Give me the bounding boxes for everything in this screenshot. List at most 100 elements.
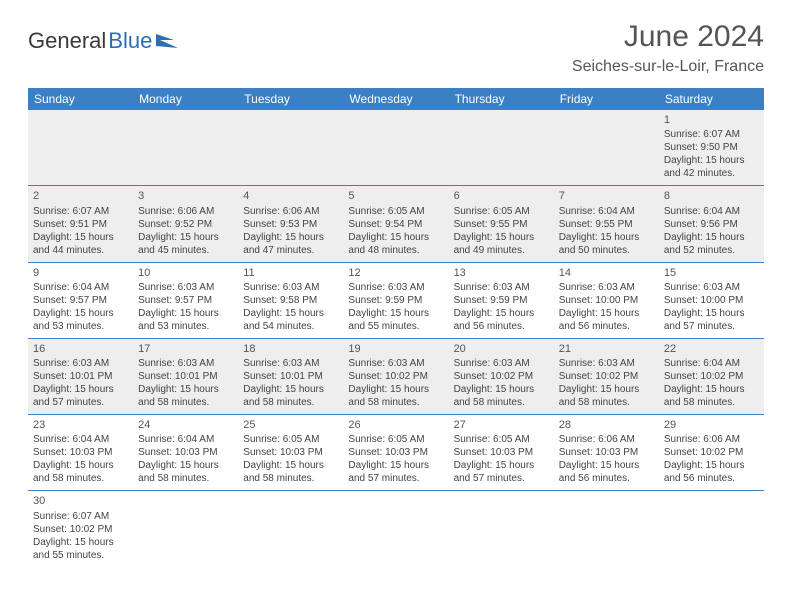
calendar-cell: 3Sunrise: 6:06 AMSunset: 9:52 PMDaylight… xyxy=(133,186,238,262)
calendar-cell xyxy=(554,110,659,186)
calendar-cell: 29Sunrise: 6:06 AMSunset: 10:02 PMDaylig… xyxy=(659,415,764,491)
weekday-header: Saturday xyxy=(659,88,764,110)
cell-sunset: Sunset: 9:58 PM xyxy=(243,294,338,307)
cell-sunrise: Sunrise: 6:04 AM xyxy=(33,281,128,294)
cell-daylight2: and 55 minutes. xyxy=(33,549,128,562)
day-number: 28 xyxy=(559,418,654,432)
cell-sunrise: Sunrise: 6:03 AM xyxy=(454,281,549,294)
cell-sunset: Sunset: 10:03 PM xyxy=(348,446,443,459)
cell-sunrise: Sunrise: 6:03 AM xyxy=(348,357,443,370)
cell-daylight1: Daylight: 15 hours xyxy=(664,307,759,320)
cell-sunset: Sunset: 10:01 PM xyxy=(33,370,128,383)
cell-sunrise: Sunrise: 6:04 AM xyxy=(559,205,654,218)
calendar-cell xyxy=(554,491,659,567)
calendar-cell: 30Sunrise: 6:07 AMSunset: 10:02 PMDaylig… xyxy=(28,491,133,567)
cell-daylight1: Daylight: 15 hours xyxy=(664,231,759,244)
cell-sunset: Sunset: 10:03 PM xyxy=(559,446,654,459)
cell-daylight2: and 47 minutes. xyxy=(243,244,338,257)
header: GeneralBlue June 2024 Seiches-sur-le-Loi… xyxy=(28,20,764,76)
cell-daylight2: and 57 minutes. xyxy=(33,396,128,409)
calendar-cell: 18Sunrise: 6:03 AMSunset: 10:01 PMDaylig… xyxy=(238,338,343,414)
calendar-cell: 27Sunrise: 6:05 AMSunset: 10:03 PMDaylig… xyxy=(449,415,554,491)
calendar-cell: 16Sunrise: 6:03 AMSunset: 10:01 PMDaylig… xyxy=(28,338,133,414)
calendar-body: 1Sunrise: 6:07 AMSunset: 9:50 PMDaylight… xyxy=(28,110,764,567)
calendar-table: SundayMondayTuesdayWednesdayThursdayFrid… xyxy=(28,88,764,567)
cell-daylight1: Daylight: 15 hours xyxy=(664,154,759,167)
cell-sunset: Sunset: 9:54 PM xyxy=(348,218,443,231)
cell-daylight2: and 53 minutes. xyxy=(138,320,233,333)
cell-sunrise: Sunrise: 6:04 AM xyxy=(138,433,233,446)
day-number: 6 xyxy=(454,189,549,203)
day-number: 26 xyxy=(348,418,443,432)
cell-sunrise: Sunrise: 6:03 AM xyxy=(454,357,549,370)
cell-sunset: Sunset: 9:59 PM xyxy=(454,294,549,307)
cell-daylight2: and 57 minutes. xyxy=(454,472,549,485)
cell-daylight2: and 54 minutes. xyxy=(243,320,338,333)
calendar-cell: 1Sunrise: 6:07 AMSunset: 9:50 PMDaylight… xyxy=(659,110,764,186)
calendar-cell: 20Sunrise: 6:03 AMSunset: 10:02 PMDaylig… xyxy=(449,338,554,414)
cell-sunset: Sunset: 10:00 PM xyxy=(664,294,759,307)
calendar-cell: 22Sunrise: 6:04 AMSunset: 10:02 PMDaylig… xyxy=(659,338,764,414)
cell-daylight2: and 53 minutes. xyxy=(33,320,128,333)
calendar-cell: 5Sunrise: 6:05 AMSunset: 9:54 PMDaylight… xyxy=(343,186,448,262)
cell-daylight2: and 55 minutes. xyxy=(348,320,443,333)
cell-daylight1: Daylight: 15 hours xyxy=(33,459,128,472)
calendar-cell: 8Sunrise: 6:04 AMSunset: 9:56 PMDaylight… xyxy=(659,186,764,262)
cell-sunrise: Sunrise: 6:03 AM xyxy=(33,357,128,370)
cell-daylight1: Daylight: 15 hours xyxy=(138,459,233,472)
calendar-cell: 23Sunrise: 6:04 AMSunset: 10:03 PMDaylig… xyxy=(28,415,133,491)
day-number: 2 xyxy=(33,189,128,203)
cell-daylight2: and 58 minutes. xyxy=(243,472,338,485)
calendar-cell: 11Sunrise: 6:03 AMSunset: 9:58 PMDayligh… xyxy=(238,262,343,338)
cell-daylight2: and 49 minutes. xyxy=(454,244,549,257)
calendar-cell xyxy=(28,110,133,186)
cell-sunrise: Sunrise: 6:03 AM xyxy=(138,357,233,370)
cell-daylight1: Daylight: 15 hours xyxy=(243,383,338,396)
cell-sunrise: Sunrise: 6:03 AM xyxy=(664,281,759,294)
calendar-cell xyxy=(343,110,448,186)
calendar-cell xyxy=(133,110,238,186)
calendar-cell: 28Sunrise: 6:06 AMSunset: 10:03 PMDaylig… xyxy=(554,415,659,491)
calendar-cell: 15Sunrise: 6:03 AMSunset: 10:00 PMDaylig… xyxy=(659,262,764,338)
calendar-cell: 25Sunrise: 6:05 AMSunset: 10:03 PMDaylig… xyxy=(238,415,343,491)
title-block: June 2024 Seiches-sur-le-Loir, France xyxy=(572,20,764,76)
cell-sunset: Sunset: 9:51 PM xyxy=(33,218,128,231)
calendar-row: 1Sunrise: 6:07 AMSunset: 9:50 PMDaylight… xyxy=(28,110,764,186)
cell-sunrise: Sunrise: 6:06 AM xyxy=(243,205,338,218)
location: Seiches-sur-le-Loir, France xyxy=(572,58,764,76)
calendar-cell: 6Sunrise: 6:05 AMSunset: 9:55 PMDaylight… xyxy=(449,186,554,262)
cell-daylight1: Daylight: 15 hours xyxy=(243,459,338,472)
cell-daylight2: and 58 minutes. xyxy=(138,396,233,409)
day-number: 21 xyxy=(559,342,654,356)
calendar-row: 23Sunrise: 6:04 AMSunset: 10:03 PMDaylig… xyxy=(28,415,764,491)
cell-daylight1: Daylight: 15 hours xyxy=(454,231,549,244)
cell-daylight1: Daylight: 15 hours xyxy=(243,307,338,320)
cell-sunset: Sunset: 9:53 PM xyxy=(243,218,338,231)
day-number: 15 xyxy=(664,266,759,280)
day-number: 30 xyxy=(33,494,128,508)
cell-daylight2: and 58 minutes. xyxy=(664,396,759,409)
calendar-cell xyxy=(238,110,343,186)
cell-daylight1: Daylight: 15 hours xyxy=(664,383,759,396)
cell-daylight2: and 58 minutes. xyxy=(348,396,443,409)
calendar-cell: 19Sunrise: 6:03 AMSunset: 10:02 PMDaylig… xyxy=(343,338,448,414)
calendar-cell: 2Sunrise: 6:07 AMSunset: 9:51 PMDaylight… xyxy=(28,186,133,262)
cell-sunset: Sunset: 9:50 PM xyxy=(664,141,759,154)
cell-daylight1: Daylight: 15 hours xyxy=(243,231,338,244)
calendar-cell: 24Sunrise: 6:04 AMSunset: 10:03 PMDaylig… xyxy=(133,415,238,491)
cell-sunrise: Sunrise: 6:05 AM xyxy=(348,433,443,446)
calendar-cell xyxy=(238,491,343,567)
weekday-header: Friday xyxy=(554,88,659,110)
calendar-cell: 9Sunrise: 6:04 AMSunset: 9:57 PMDaylight… xyxy=(28,262,133,338)
cell-sunrise: Sunrise: 6:04 AM xyxy=(664,357,759,370)
calendar-cell: 26Sunrise: 6:05 AMSunset: 10:03 PMDaylig… xyxy=(343,415,448,491)
weekday-header-row: SundayMondayTuesdayWednesdayThursdayFrid… xyxy=(28,88,764,110)
cell-daylight1: Daylight: 15 hours xyxy=(138,383,233,396)
cell-daylight2: and 56 minutes. xyxy=(454,320,549,333)
cell-sunrise: Sunrise: 6:05 AM xyxy=(454,205,549,218)
cell-daylight1: Daylight: 15 hours xyxy=(559,307,654,320)
day-number: 22 xyxy=(664,342,759,356)
day-number: 18 xyxy=(243,342,338,356)
day-number: 12 xyxy=(348,266,443,280)
cell-sunset: Sunset: 9:55 PM xyxy=(559,218,654,231)
